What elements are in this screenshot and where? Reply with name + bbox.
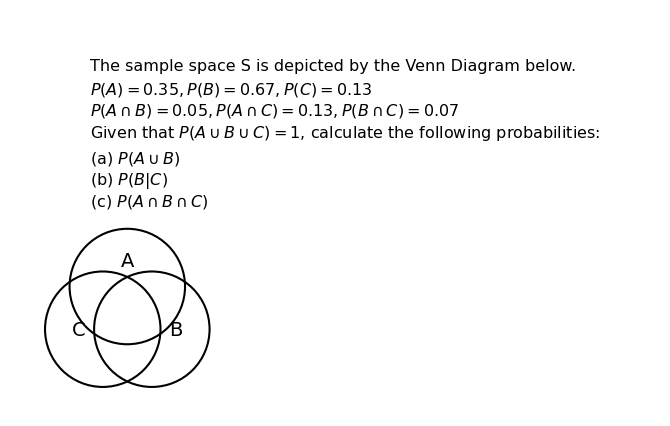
Text: The sample space S is depicted by the Venn Diagram below.: The sample space S is depicted by the Ve… xyxy=(90,59,576,74)
Text: $P(A) = 0.35, P(B) = 0.67, P(C) = 0.13$: $P(A) = 0.35, P(B) = 0.67, P(C) = 0.13$ xyxy=(90,81,373,98)
Text: C: C xyxy=(72,320,85,339)
Text: $P(A \cap B) = 0.05, P(A \cap C) = 0.13, P(B \cap C) = 0.07$: $P(A \cap B) = 0.05, P(A \cap C) = 0.13,… xyxy=(90,102,459,120)
Text: Given that $P(A \cup B \cup C) = 1$, calculate the following probabilities:: Given that $P(A \cup B \cup C) = 1$, cal… xyxy=(90,123,600,142)
Text: (a) $P(A \cup B)$: (a) $P(A \cup B)$ xyxy=(90,150,180,167)
Text: A: A xyxy=(121,251,134,271)
Text: B: B xyxy=(170,320,183,339)
Text: (b) $P(B|C)$: (b) $P(B|C)$ xyxy=(90,171,168,191)
Text: (c) $P(A \cap B \cap C)$: (c) $P(A \cap B \cap C)$ xyxy=(90,192,208,210)
